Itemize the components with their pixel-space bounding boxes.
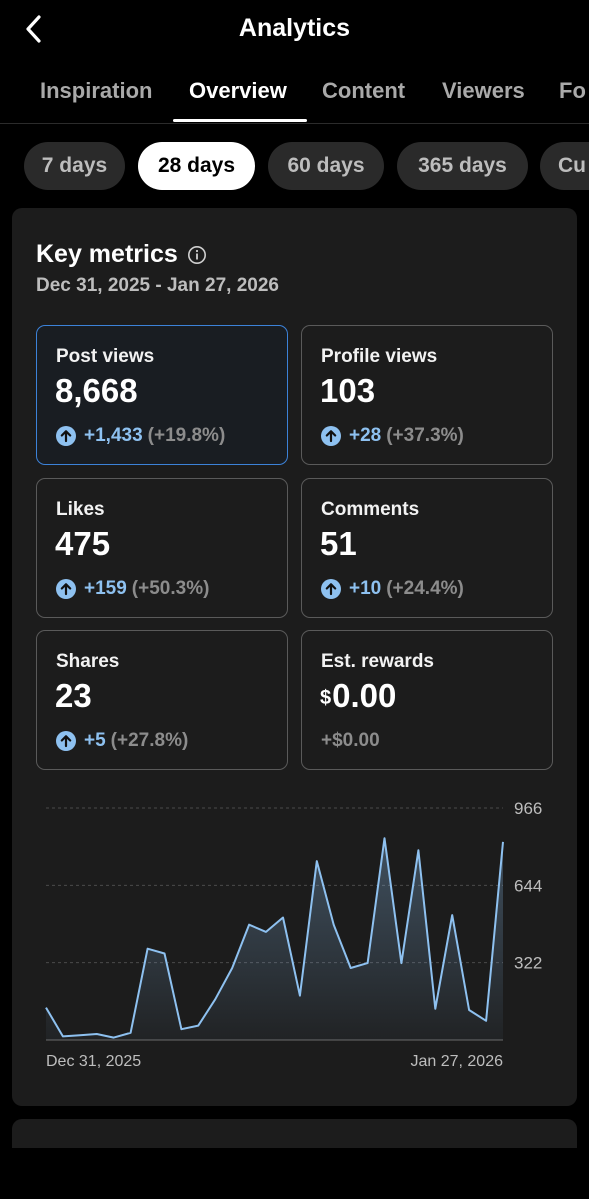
metric-label: Shares (56, 651, 120, 672)
range-7-days[interactable]: 7 days (24, 142, 125, 190)
metric-change: +10 (+24.4%) (321, 578, 464, 600)
post-views-chart[interactable]: 322 644 966 Dec 31, 2025 Jan 27, 2026 (12, 788, 577, 1078)
metric-percent: (+19.8%) (147, 425, 226, 446)
tab-bar: Inspiration Overview Content Viewers Fo (0, 62, 589, 124)
metric-change: +159 (+50.3%) (56, 578, 209, 600)
range-60-days[interactable]: 60 days (268, 142, 384, 190)
metric-change: +28 (+37.3%) (321, 425, 464, 447)
tab-followers[interactable]: Fo (559, 78, 586, 103)
range-custom[interactable]: Cu (540, 142, 589, 190)
metric-percent: (+27.8%) (110, 730, 189, 751)
arrow-up-icon (56, 731, 76, 751)
metric-percent: (+50.3%) (131, 578, 210, 599)
info-icon[interactable] (187, 245, 207, 265)
tab-inspiration[interactable]: Inspiration (40, 78, 153, 103)
metric-delta: +5 (84, 730, 106, 751)
metric-label: Profile views (321, 346, 438, 367)
key-metrics-header: Key metrics (36, 240, 207, 269)
range-365-days[interactable]: 365 days (397, 142, 528, 190)
metric-label: Likes (56, 499, 105, 520)
arrow-up-icon (56, 426, 76, 446)
tab-content[interactable]: Content (322, 78, 406, 103)
chart-x-tick-label: Jan 27, 2026 (410, 1053, 503, 1070)
arrow-up-icon (56, 579, 76, 599)
metric-value: 475 (55, 525, 111, 562)
tab-overview[interactable]: Overview (189, 78, 287, 103)
key-metrics-title: Key metrics (36, 240, 178, 268)
back-button[interactable] (18, 12, 50, 46)
top-bar: Analytics (0, 0, 589, 60)
metric-label: Comments (321, 499, 420, 520)
metric-value: 103 (320, 372, 376, 409)
metric-delta: +159 (84, 578, 127, 599)
metric-shares[interactable]: Shares 23 +5 (+27.8%) (36, 630, 288, 770)
metric-change: +5 (+27.8%) (56, 730, 188, 752)
chart-y-tick-label: 322 (514, 954, 542, 973)
chart-area-fill (46, 838, 503, 1040)
chart-x-tick-label: Dec 31, 2025 (46, 1053, 141, 1070)
metric-value: $0.00 (320, 677, 396, 715)
metric-percent: (+24.4%) (386, 578, 464, 599)
metric-value-number: 0.00 (332, 677, 397, 714)
active-tab-indicator (173, 119, 307, 122)
chart-y-tick-label: 644 (514, 876, 542, 895)
metric-likes[interactable]: Likes 475 +159 (+50.3%) (36, 478, 288, 618)
metric-percent: (+37.3%) (386, 425, 464, 446)
metric-delta: +10 (349, 578, 382, 599)
metric-value: 8,668 (55, 372, 138, 409)
currency-symbol: $ (320, 687, 332, 709)
chart-series-line (45, 837, 504, 1039)
chart-y-tick-label: 966 (514, 799, 542, 818)
arrow-up-icon (321, 426, 341, 446)
metric-label: Est. rewards (321, 651, 434, 672)
metric-profile-views[interactable]: Profile views 103 +28 (+37.3%) (301, 325, 553, 465)
metric-delta: +28 (349, 425, 382, 446)
metric-est-rewards[interactable]: Est. rewards $0.00 +$0.00 (301, 630, 553, 770)
metric-value: 23 (55, 677, 92, 714)
metric-value: 51 (320, 525, 357, 562)
arrow-up-icon (321, 579, 341, 599)
bottom-area (0, 1148, 589, 1199)
metric-delta: +1,433 (84, 425, 143, 446)
metric-post-views[interactable]: Post views 8,668 +1,433 (+19.8%) (36, 325, 288, 465)
range-28-days[interactable]: 28 days (138, 142, 255, 190)
metric-change: +1,433 (+19.8%) (56, 425, 225, 447)
metric-label: Post views (56, 346, 155, 367)
date-range-label: Dec 31, 2025 - Jan 27, 2026 (36, 275, 279, 296)
tab-viewers[interactable]: Viewers (442, 78, 525, 103)
chevron-left-icon (26, 15, 41, 43)
metric-delta: +$0.00 (321, 730, 380, 751)
metric-change: +$0.00 (321, 730, 380, 752)
date-range-selector: 7 days 28 days 60 days 365 days Cu (0, 140, 589, 192)
key-metrics-card: Key metrics Dec 31, 2025 - Jan 27, 2026 … (12, 208, 577, 1106)
metric-comments[interactable]: Comments 51 +10 (+24.4%) (301, 478, 553, 618)
page-title: Analytics (238, 14, 351, 42)
